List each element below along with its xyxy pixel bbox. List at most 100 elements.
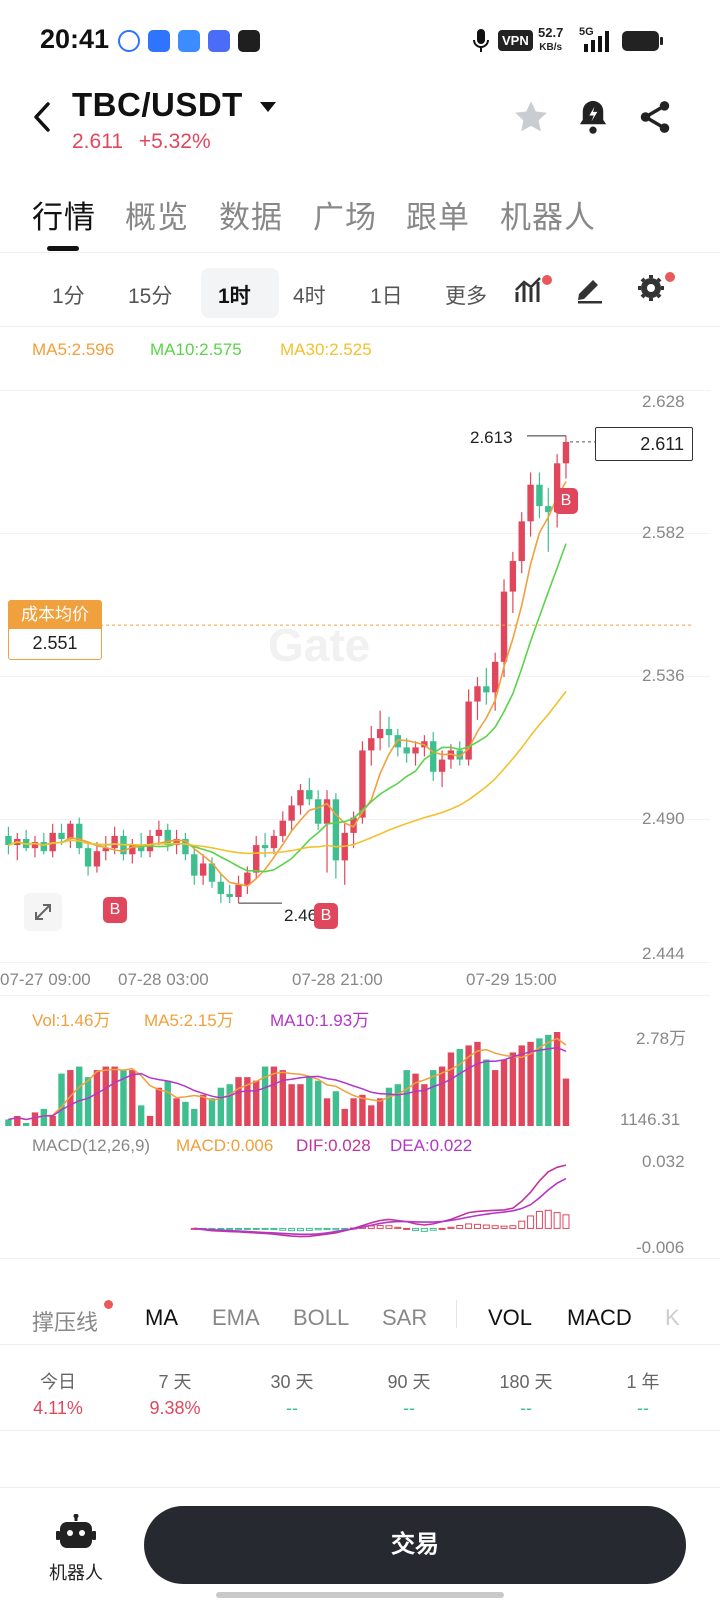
volume-bar bbox=[412, 1073, 419, 1126]
time-axis-label: 07-28 21:00 bbox=[292, 970, 383, 989]
indicator-vol[interactable]: VOL bbox=[488, 1305, 533, 1330]
net-speed-value: 52.7 bbox=[538, 25, 564, 40]
volume-bar bbox=[483, 1059, 490, 1126]
candle-body bbox=[31, 842, 39, 849]
volume-bar bbox=[297, 1084, 304, 1126]
indicator-support-resistance[interactable]: 撑压线 bbox=[32, 1310, 99, 1335]
price-axis-label: 2.582 bbox=[642, 523, 685, 542]
candlestick-chart[interactable] bbox=[0, 380, 720, 970]
indicator-boll[interactable]: BOLL bbox=[293, 1305, 350, 1330]
volume-bar bbox=[394, 1084, 402, 1126]
macd-histogram-bar bbox=[527, 1215, 535, 1229]
macd-histogram-bar bbox=[305, 1227, 313, 1231]
candle-body bbox=[76, 823, 83, 849]
robot-button[interactable]: 机器人 bbox=[40, 1513, 112, 1584]
divider bbox=[0, 1258, 720, 1259]
candle-body bbox=[217, 881, 225, 894]
interval-15m[interactable]: 15分 bbox=[128, 285, 173, 308]
pair-selector[interactable]: TBC/USDT bbox=[72, 86, 277, 124]
price-axis-label: 2.490 bbox=[642, 809, 685, 828]
candle-body bbox=[208, 863, 216, 882]
volume-bar bbox=[376, 1098, 384, 1126]
candle-body bbox=[235, 884, 242, 898]
volume-bar bbox=[191, 1108, 198, 1126]
indicator-kdj[interactable]: K bbox=[665, 1305, 680, 1330]
macd-histogram-bar bbox=[288, 1227, 296, 1232]
buy-marker[interactable]: B bbox=[103, 897, 127, 923]
price-alert-bell-icon[interactable] bbox=[575, 98, 611, 136]
indicator-sar[interactable]: SAR bbox=[382, 1305, 428, 1330]
microphone-icon bbox=[473, 29, 489, 52]
pair-title: TBC/USDT bbox=[72, 86, 243, 123]
tab-copy-trading[interactable]: 跟单 bbox=[406, 200, 470, 235]
candle-body bbox=[465, 701, 472, 760]
app-notification-icon bbox=[148, 30, 170, 52]
high-price-label: 2.613 bbox=[470, 428, 513, 447]
candle-body bbox=[261, 845, 269, 849]
candle-body bbox=[40, 842, 48, 852]
volume-chart bbox=[5, 1032, 570, 1126]
volume-bar bbox=[500, 1059, 508, 1126]
indicator-ema[interactable]: EMA bbox=[212, 1305, 260, 1330]
vol-ma5-legend: MA5:2.15万 bbox=[144, 1011, 234, 1030]
macd-chart bbox=[190, 1164, 570, 1238]
dea-line bbox=[194, 1177, 567, 1236]
macd-histogram-bar bbox=[332, 1227, 340, 1231]
caret-down-icon bbox=[259, 102, 276, 113]
share-icon[interactable] bbox=[636, 98, 674, 136]
volume-bar bbox=[102, 1066, 109, 1126]
macd-axis-top: 0.032 bbox=[642, 1152, 685, 1171]
interval-1h[interactable]: 1时 bbox=[218, 285, 251, 308]
candle-body bbox=[164, 829, 171, 846]
cost-price-badge[interactable]: 成本均价 2.551 bbox=[8, 600, 102, 660]
perf-label-90d: 90 天 bbox=[387, 1372, 431, 1392]
tab-market[interactable]: 行情 bbox=[32, 200, 96, 235]
perf-value-1y: -- bbox=[637, 1398, 649, 1418]
favorite-star-icon[interactable] bbox=[512, 98, 550, 136]
candle-body bbox=[323, 799, 331, 824]
candle-body bbox=[111, 835, 118, 849]
indicator-settings-icon[interactable] bbox=[514, 274, 554, 308]
grid-line bbox=[0, 390, 710, 391]
interval-4h[interactable]: 4时 bbox=[293, 285, 326, 308]
back-icon[interactable] bbox=[30, 100, 54, 134]
candle-body bbox=[332, 799, 340, 861]
draw-tool-icon[interactable] bbox=[575, 272, 605, 304]
price-change: +5.32% bbox=[138, 130, 211, 153]
interval-1d[interactable]: 1日 bbox=[370, 285, 403, 308]
chart-settings-gear-icon[interactable] bbox=[636, 270, 678, 306]
candle-body bbox=[456, 750, 463, 760]
candle-body bbox=[368, 738, 375, 751]
perf-value-30d: -- bbox=[286, 1398, 298, 1418]
tab-square[interactable]: 广场 bbox=[313, 200, 377, 235]
candle-body bbox=[385, 729, 393, 736]
indicator-ma[interactable]: MA bbox=[145, 1305, 178, 1330]
indicator-macd[interactable]: MACD bbox=[567, 1305, 632, 1330]
fullscreen-button[interactable] bbox=[24, 893, 62, 931]
volume-bar bbox=[306, 1077, 313, 1126]
volume-bar bbox=[182, 1101, 189, 1126]
status-time: 20:41 bbox=[40, 24, 110, 54]
macd-histogram-bar bbox=[518, 1220, 526, 1229]
app-notification-icon bbox=[238, 30, 260, 52]
interval-more[interactable]: 更多 bbox=[445, 285, 487, 308]
macd-histogram-bar bbox=[482, 1224, 490, 1229]
buy-marker[interactable]: B bbox=[554, 488, 578, 514]
trade-button[interactable]: 交易 bbox=[144, 1506, 686, 1584]
tab-bots[interactable]: 机器人 bbox=[500, 200, 596, 235]
macd-histogram-bar bbox=[412, 1227, 420, 1231]
buy-marker[interactable]: B bbox=[314, 903, 338, 929]
volume-bar bbox=[67, 1070, 74, 1126]
macd-histogram-bar bbox=[385, 1225, 393, 1229]
macd-histogram-bar bbox=[279, 1227, 287, 1231]
tab-overview[interactable]: 概览 bbox=[125, 200, 189, 235]
tab-data[interactable]: 数据 bbox=[219, 200, 283, 235]
ma10-line bbox=[8, 543, 567, 873]
macd-histogram-bar bbox=[509, 1225, 517, 1229]
active-tab-indicator bbox=[47, 246, 79, 251]
volume-bar bbox=[332, 1091, 340, 1126]
volume-bar bbox=[58, 1073, 65, 1126]
price-line: 2.611 +5.32% bbox=[72, 130, 211, 154]
interval-1m[interactable]: 1分 bbox=[52, 285, 85, 308]
expand-icon bbox=[35, 904, 51, 920]
